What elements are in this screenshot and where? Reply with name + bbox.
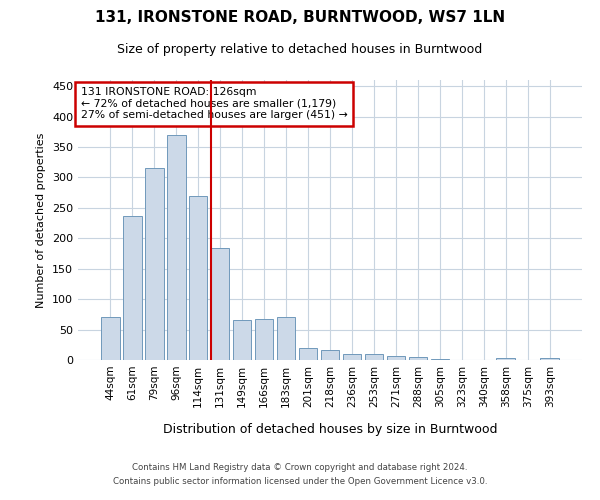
Bar — [101, 318, 119, 360]
Y-axis label: Number of detached properties: Number of detached properties — [37, 132, 46, 308]
Bar — [145, 168, 164, 360]
Text: Distribution of detached houses by size in Burntwood: Distribution of detached houses by size … — [163, 422, 497, 436]
Bar — [189, 196, 208, 360]
Bar — [233, 320, 251, 360]
Text: Contains public sector information licensed under the Open Government Licence v3: Contains public sector information licen… — [113, 477, 487, 486]
Bar — [409, 357, 427, 360]
Bar — [167, 136, 185, 360]
Bar — [320, 350, 340, 360]
Bar — [277, 318, 295, 360]
Bar — [211, 248, 229, 360]
Bar — [541, 358, 559, 360]
Text: Size of property relative to detached houses in Burntwood: Size of property relative to detached ho… — [118, 42, 482, 56]
Bar — [386, 356, 405, 360]
Text: 131 IRONSTONE ROAD: 126sqm
← 72% of detached houses are smaller (1,179)
27% of s: 131 IRONSTONE ROAD: 126sqm ← 72% of deta… — [80, 87, 347, 120]
Text: Contains HM Land Registry data © Crown copyright and database right 2024.: Contains HM Land Registry data © Crown c… — [132, 464, 468, 472]
Bar — [365, 354, 383, 360]
Bar — [496, 358, 515, 360]
Bar — [299, 348, 317, 360]
Bar — [343, 354, 361, 360]
Text: 131, IRONSTONE ROAD, BURNTWOOD, WS7 1LN: 131, IRONSTONE ROAD, BURNTWOOD, WS7 1LN — [95, 10, 505, 25]
Bar — [123, 216, 142, 360]
Bar — [255, 318, 274, 360]
